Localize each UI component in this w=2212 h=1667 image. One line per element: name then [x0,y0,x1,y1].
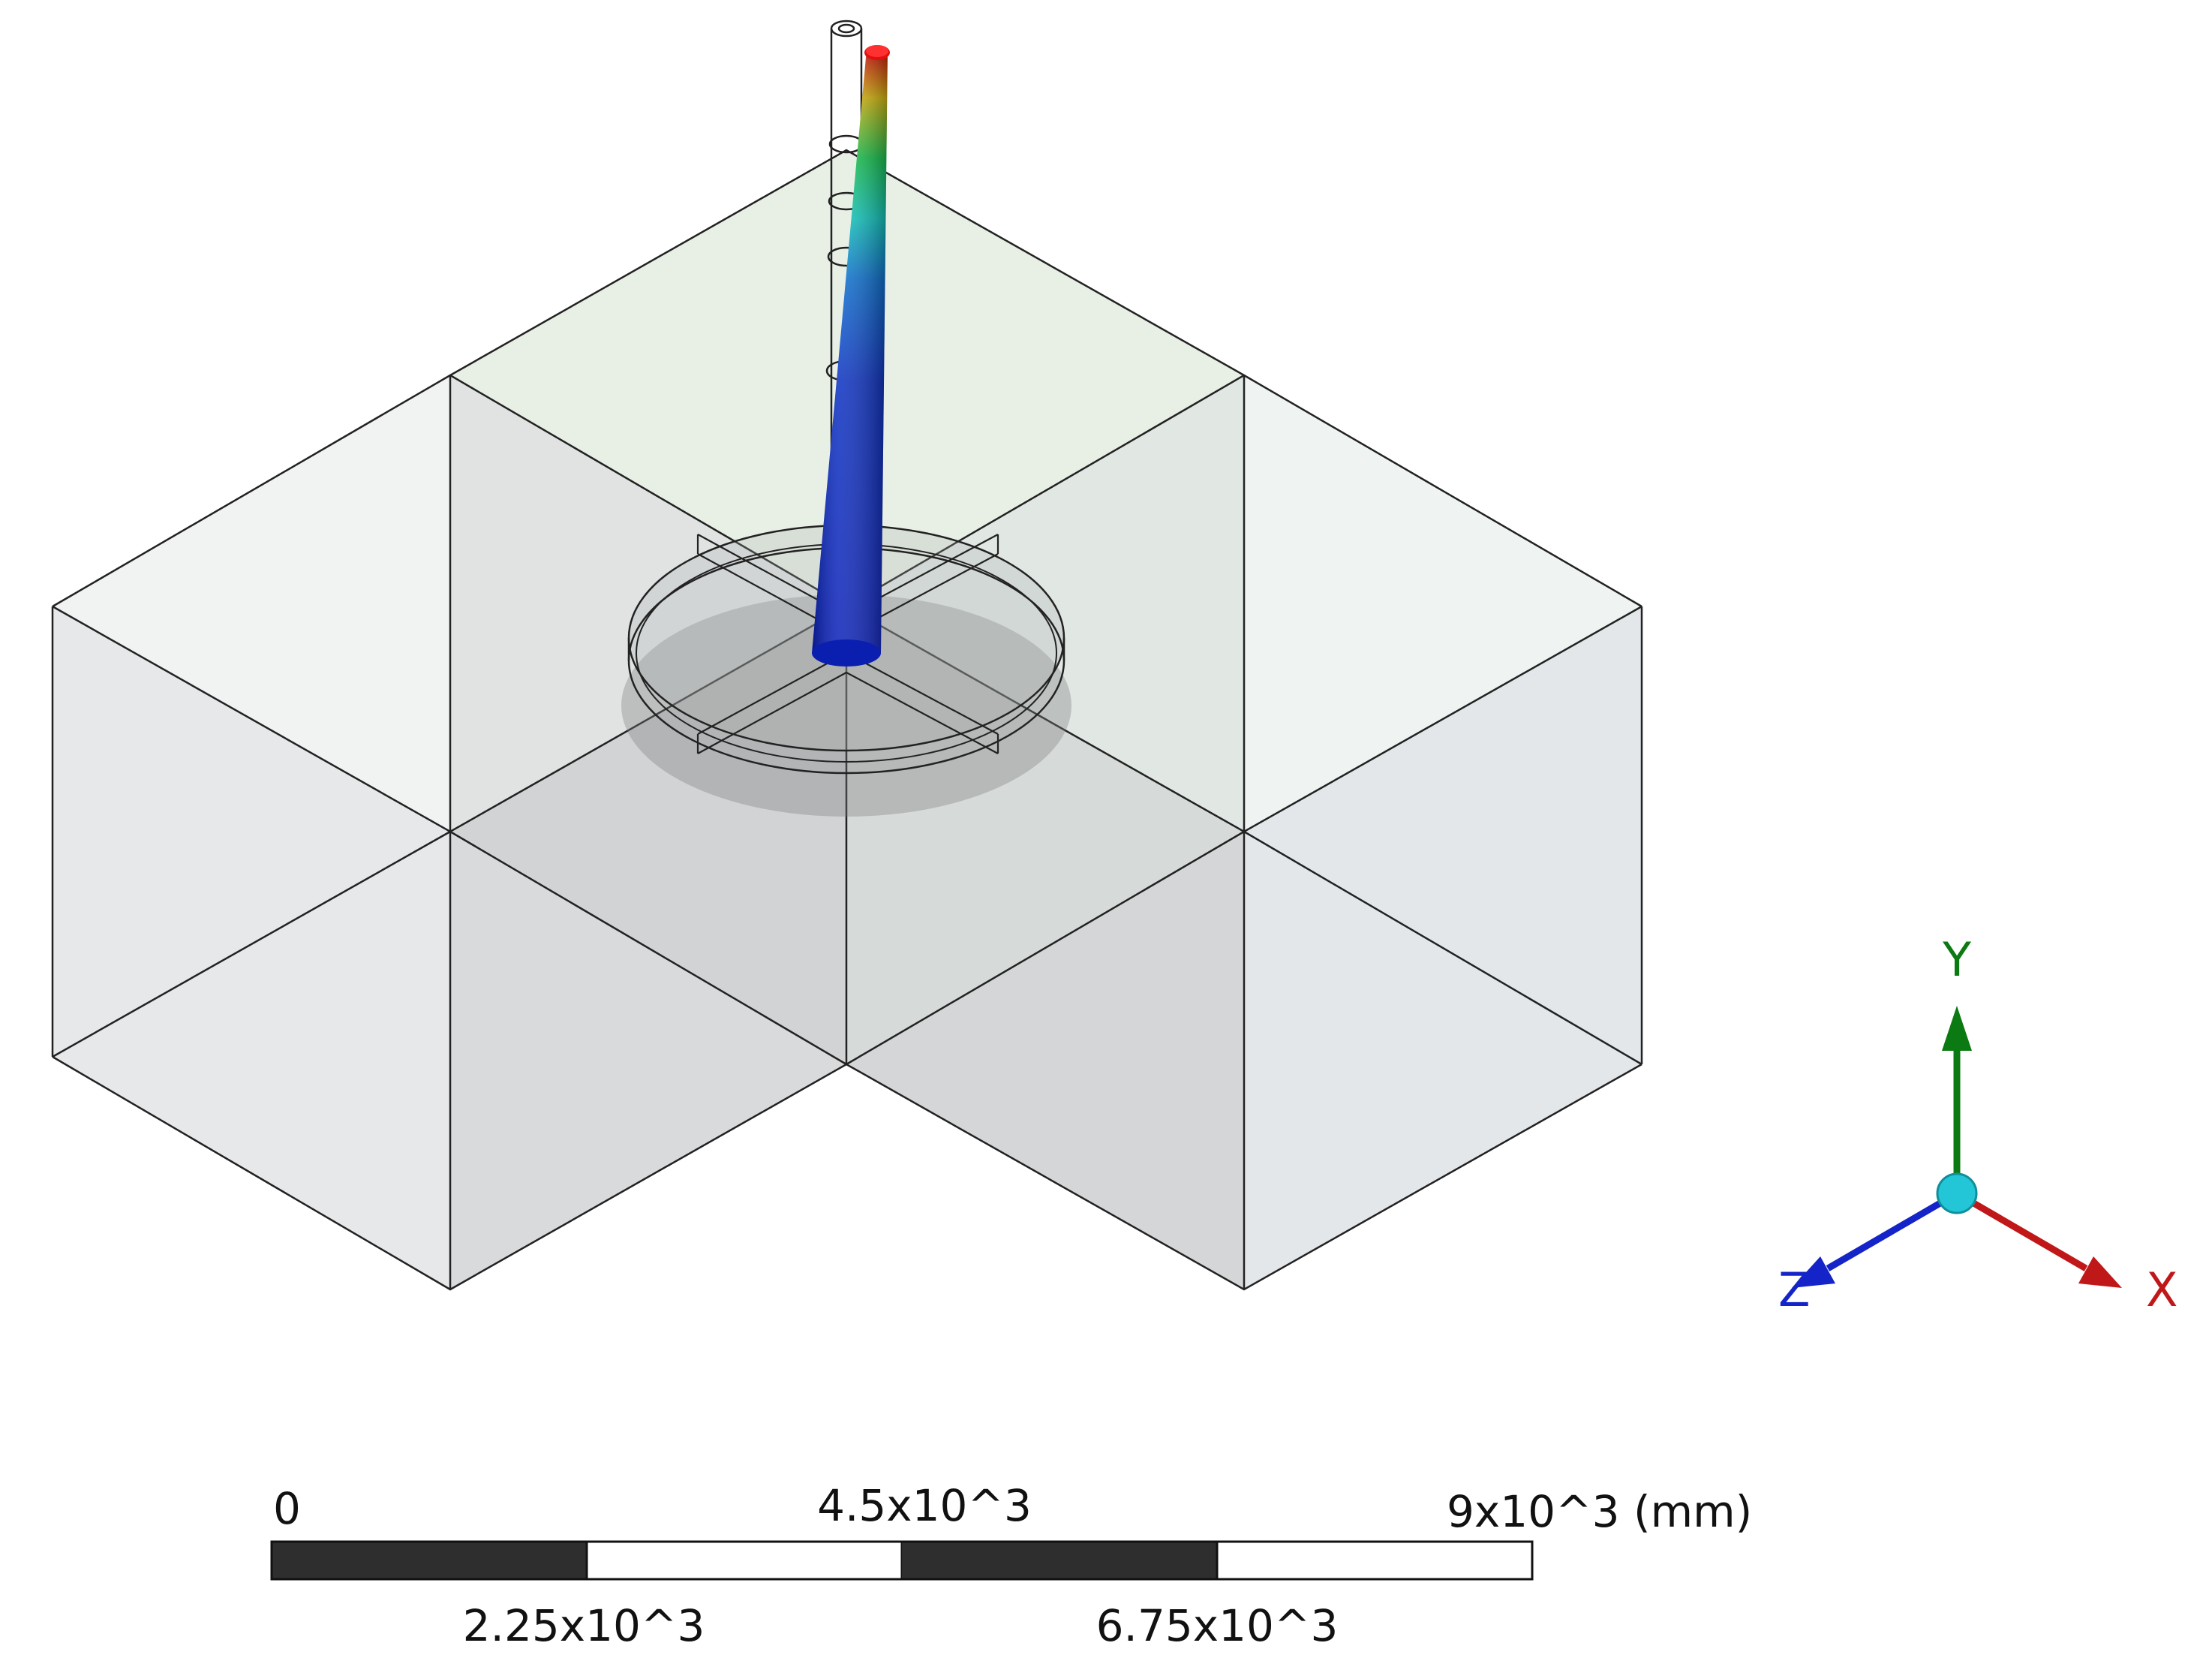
coordinate-triad[interactable]: Y X Z [1778,932,2177,1317]
y-axis-arrowhead [1942,1006,1972,1051]
scale-label-3: 6.75x10^3 [1096,1600,1339,1651]
x-axis-arrowhead [2078,1256,2122,1288]
scale-segment-2 [585,1540,903,1581]
y-axis-label: Y [1942,932,1971,987]
x-axis-arrow [1955,1190,2088,1271]
scale-segment-1 [272,1542,587,1579]
scale-label-4: 9x10^3 (mm) [1447,1486,1752,1537]
scale-label-1: 2.25x10^3 [463,1600,705,1651]
z-axis-arrowhead [1792,1256,1835,1288]
z-axis-arrow [1826,1190,1959,1271]
x-axis-label: X [2146,1262,2177,1317]
deformed-pole-contour [812,45,890,666]
scale-segment-3 [902,1542,1217,1579]
scale-bar: 0 4.5x10^3 9x10^3 (mm) 2.25x10^3 6.75x10… [270,1480,1752,1651]
scale-label-2: 4.5x10^3 [817,1480,1032,1531]
scale-segment-4 [1216,1540,1534,1581]
scale-label-0: 0 [273,1483,301,1534]
z-axis-label: Z [1778,1262,1810,1317]
triad-origin [1936,1172,1978,1214]
